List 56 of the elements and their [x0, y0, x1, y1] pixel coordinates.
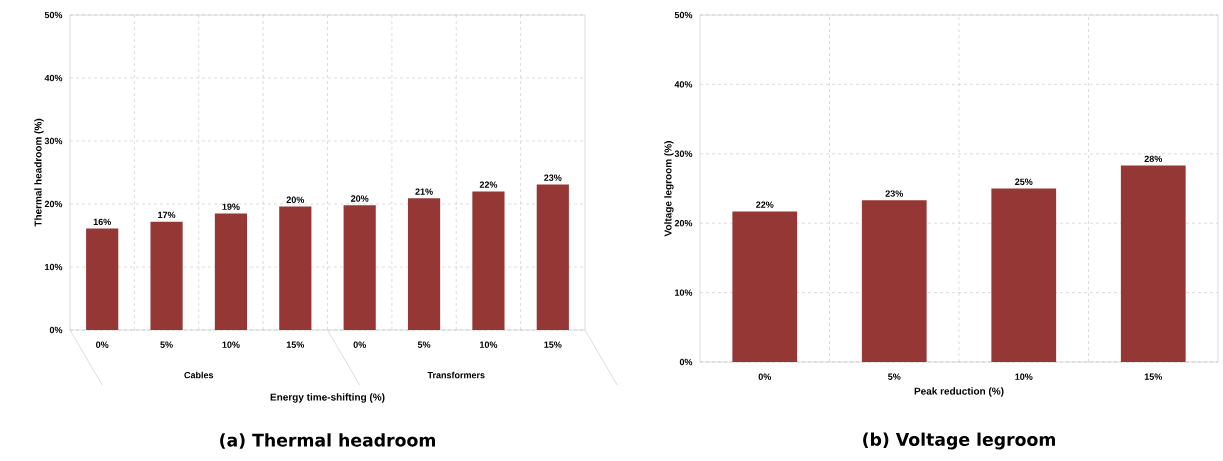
y-tick-label: 0%	[49, 326, 63, 334]
data-label: 25%	[1015, 178, 1033, 185]
y-tick-label: 40%	[44, 74, 63, 82]
data-label: 23%	[885, 190, 904, 197]
x-tick-label: 5%	[888, 373, 901, 380]
text: (a) Thermal headroom	[220, 433, 435, 449]
bar	[214, 213, 248, 330]
x-tick-label: 10%	[479, 341, 498, 348]
y-tick-label: 50%	[44, 11, 63, 19]
x-tick-label: 15%	[286, 341, 305, 348]
x-tick-label: 0%	[758, 373, 772, 380]
y-tick-label: 40%	[674, 81, 693, 88]
bar	[407, 198, 441, 330]
bar	[536, 184, 569, 330]
bar	[343, 205, 376, 330]
bar	[150, 221, 183, 330]
x-tick-label: 15%	[1144, 373, 1163, 380]
y-axis-title: Voltage legroom (%)	[664, 141, 674, 237]
y-tick-label: 10%	[45, 263, 63, 271]
bar	[472, 191, 505, 330]
text: (b) Voltage legroom	[863, 432, 1055, 450]
y-tick-label: 10%	[675, 289, 693, 296]
data-label: 20%	[286, 196, 305, 203]
y-tick-label: 50%	[674, 11, 693, 19]
data-label: 20%	[350, 195, 369, 202]
bar	[861, 200, 927, 362]
x-axis-title: Peak reduction (%)	[914, 387, 1004, 397]
x-axis-title: Energy time-shifting (%)	[270, 393, 385, 403]
y-tick-label: 20%	[674, 220, 693, 227]
bar	[991, 188, 1057, 362]
y-tick-label: 0%	[679, 358, 693, 366]
y-tick-label: 20%	[44, 200, 63, 208]
data-label: 19%	[222, 203, 240, 210]
x-tick-label: 10%	[1015, 373, 1033, 380]
x-tick-label: 10%	[222, 341, 240, 348]
data-label: 23%	[544, 174, 562, 181]
bar	[732, 211, 798, 362]
data-label: 22%	[756, 201, 774, 208]
y-tick-label: 30%	[674, 150, 693, 157]
bar	[1120, 165, 1186, 362]
y-axis-title: Thermal headroom (%)	[34, 118, 44, 227]
x-tick-label: 5%	[160, 341, 173, 348]
data-label: 17%	[158, 211, 176, 219]
y-tick-label: 30%	[44, 137, 63, 145]
x-tick-label: 5%	[417, 341, 431, 348]
data-label: 28%	[1144, 155, 1163, 163]
text: Transformers	[427, 371, 485, 379]
bar	[86, 228, 119, 330]
text: Cables	[184, 371, 214, 379]
x-tick-label: 15%	[544, 341, 562, 348]
x-tick-label: 0%	[96, 341, 109, 348]
data-label: 16%	[93, 218, 111, 226]
data-label: 22%	[479, 181, 498, 188]
x-tick-label: 0%	[353, 341, 366, 348]
data-label: 21%	[415, 188, 433, 195]
bar	[279, 206, 312, 330]
